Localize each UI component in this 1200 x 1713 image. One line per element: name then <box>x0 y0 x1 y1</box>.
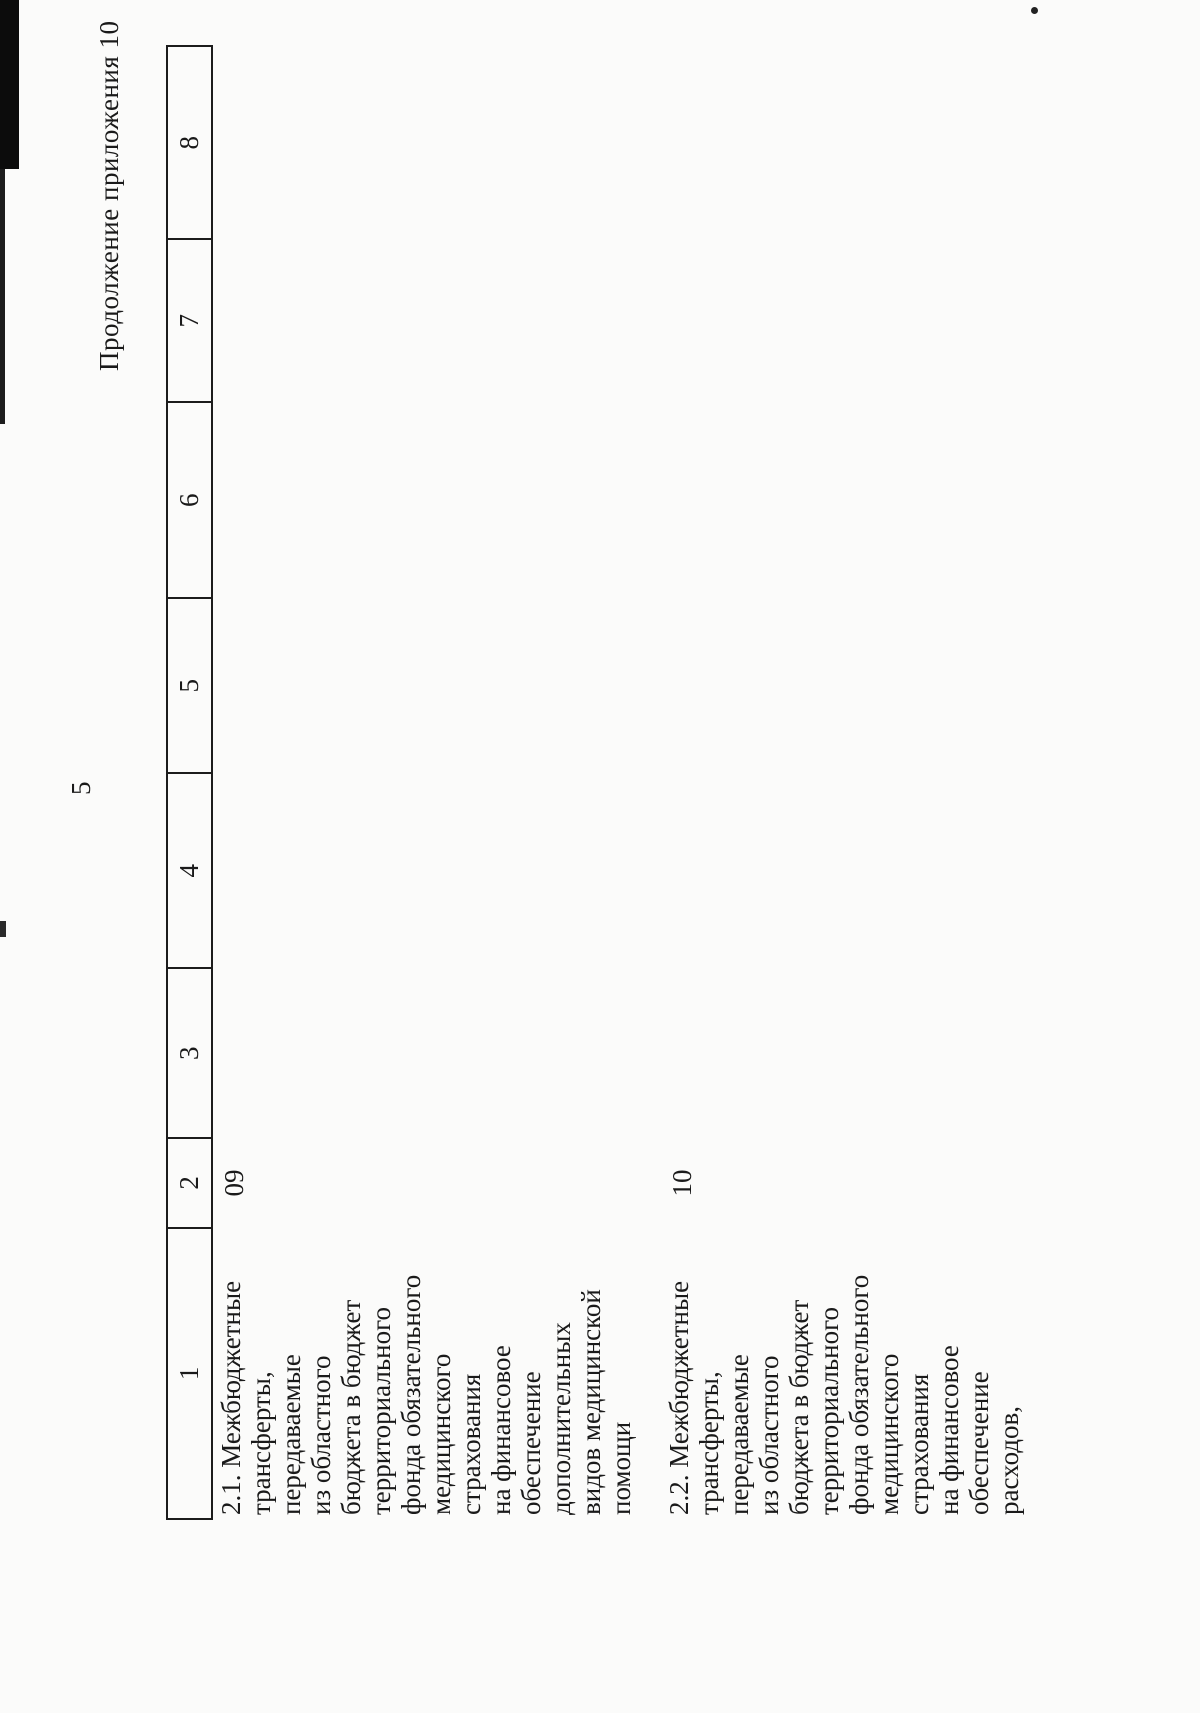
table-row-2-2-name: 2.2. Межбюджетные трансферты, передаваем… <box>664 1274 1024 1515</box>
column-header-2: 2 <box>168 1137 211 1227</box>
scan-artifact-bar <box>0 0 19 169</box>
table-header-row: 1 2 3 4 5 6 7 8 <box>166 45 213 1520</box>
column-header-4: 4 <box>168 772 211 968</box>
column-header-6: 6 <box>168 401 211 598</box>
column-header-8: 8 <box>174 135 204 150</box>
table-row-2-1-code: 09 <box>219 1169 249 1197</box>
scan-artifact-line <box>0 169 5 424</box>
continuation-note: Продолжение приложения 10 <box>94 20 124 371</box>
scan-artifact-speck <box>0 921 6 937</box>
column-header-7: 7 <box>168 238 211 402</box>
scan-artifact-speck <box>1031 7 1038 14</box>
column-header-3: 3 <box>168 967 211 1138</box>
table-row-2-2-code: 10 <box>667 1169 697 1197</box>
column-header-1: 1 <box>168 1226 211 1518</box>
column-header-5: 5 <box>168 597 211 773</box>
table-row-2-1-name: 2.1. Межбюджетные трансферты, передаваем… <box>216 1274 636 1515</box>
page-number: 5 <box>66 781 96 796</box>
